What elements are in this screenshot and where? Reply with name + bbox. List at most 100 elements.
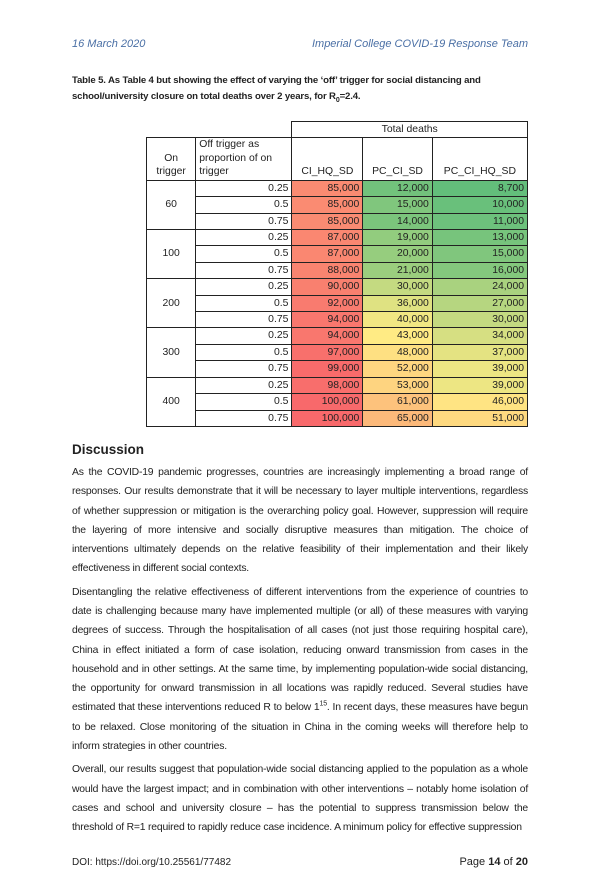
col-header-off-trigger: Off trigger as proportion of on trigger (195, 137, 293, 181)
deaths-cell: 65,000 (362, 409, 433, 427)
deaths-cell: 53,000 (362, 376, 433, 395)
deaths-cell: 12,000 (362, 179, 433, 198)
page-total: 20 (515, 855, 528, 868)
off-trigger-cell: 0.75 (195, 409, 293, 427)
deaths-cell: 15,000 (362, 196, 433, 214)
footer-page-number: Page 14 of 20 (459, 856, 528, 868)
page-label: Page (459, 855, 489, 868)
deaths-cell: 40,000 (362, 311, 433, 329)
page-header: 16 March 2020 Imperial College COVID-19 … (72, 37, 528, 51)
deaths-cell: 85,000 (291, 179, 364, 198)
deaths-cell: 39,000 (431, 360, 529, 378)
column-header-row: On trigger Off trigger as proportion of … (145, 137, 529, 181)
deaths-cell: 39,000 (431, 376, 529, 395)
table-row: 0.75 100,000 65,000 51,000 (147, 409, 529, 427)
table-row: 200 0.25 90,000 30,000 24,000 (145, 278, 529, 329)
table-row: 300 0.25 94,000 43,000 34,000 (145, 327, 529, 378)
deaths-cell: 43,000 (362, 327, 433, 345)
deaths-cell: 48,000 (362, 343, 433, 362)
off-trigger-cell: 0.25 (195, 376, 293, 395)
table-row: 0.5 100,000 61,000 46,000 (147, 393, 529, 411)
deaths-cell: 10,000 (431, 196, 529, 214)
on-trigger-cell: 60 (145, 179, 197, 231)
paragraph-3: Overall, our results suggest that popula… (72, 764, 528, 834)
col-header-pc-ci-hq-sd: PC_CI_HQ_SD (431, 137, 529, 181)
on-trigger-cell: 100 (145, 229, 197, 280)
deaths-cell: 100,000 (291, 393, 364, 411)
off-trigger-cell: 0.5 (195, 245, 293, 263)
off-trigger-cell: 0.5 (195, 343, 293, 362)
deaths-cell: 46,000 (431, 393, 529, 411)
header-date: 16 March 2020 (72, 38, 146, 50)
off-trigger-cell: 0.75 (195, 261, 293, 280)
deaths-cell: 94,000 (291, 311, 364, 329)
deaths-cell: 87,000 (291, 245, 364, 263)
table-row: 0.75 99,000 52,000 39,000 (147, 360, 529, 378)
page-footer: DOI: https://doi.org/10.25561/77482 Page… (72, 842, 528, 868)
table-row: 0.5 97,000 48,000 37,000 (147, 343, 529, 362)
deaths-cell: 51,000 (431, 409, 529, 427)
deaths-cell: 27,000 (431, 294, 529, 313)
deaths-cell: 24,000 (431, 278, 529, 296)
footer-doi: DOI: https://doi.org/10.25561/77482 (72, 856, 231, 868)
page-current: 14 (488, 855, 501, 868)
deaths-cell: 97,000 (291, 343, 364, 362)
deaths-cell: 16,000 (431, 261, 529, 280)
table-row: 0.75 88,000 21,000 16,000 (147, 261, 529, 280)
deaths-cell: 90,000 (291, 278, 364, 296)
off-trigger-cell: 0.5 (195, 393, 293, 411)
paragraph-2: Disentangling the relative effectiveness… (72, 583, 528, 757)
table-row: 60 0.25 85,000 12,000 8,700 (145, 179, 529, 231)
deaths-cell: 52,000 (362, 360, 433, 378)
table-row: 0.5 85,000 15,000 10,000 (147, 196, 529, 214)
deaths-cell: 34,000 (431, 327, 529, 345)
table-row: 0.5 87,000 20,000 15,000 (147, 245, 529, 263)
table-caption: Table 5. As Table 4 but showing the effe… (72, 73, 528, 109)
on-trigger-cell: 400 (145, 376, 197, 427)
off-trigger-cell: 0.75 (195, 360, 293, 378)
group-header: Total deaths (291, 120, 528, 139)
deaths-cell: 30,000 (362, 278, 433, 296)
deaths-cell: 87,000 (291, 229, 364, 247)
deaths-cell: 13,000 (431, 229, 529, 247)
deaths-cell: 98,000 (291, 376, 364, 395)
off-trigger-cell: 0.25 (195, 179, 293, 198)
table-row: 0.75 94,000 40,000 30,000 (147, 311, 529, 329)
table-row: 0.75 85,000 14,000 11,000 (147, 212, 529, 231)
off-trigger-cell: 0.25 (195, 327, 293, 345)
deaths-cell: 99,000 (291, 360, 364, 378)
deaths-cell: 19,000 (362, 229, 433, 247)
caption-text-end: =2.4. (339, 91, 361, 102)
deaths-cell: 14,000 (362, 212, 433, 231)
paragraph-2-text-end: . In recent days, these measures have be… (72, 702, 529, 753)
discussion-heading: Discussion (72, 441, 145, 457)
table-row: 400 0.25 98,000 53,000 39,000 (145, 376, 529, 427)
deaths-cell: 30,000 (431, 311, 529, 329)
off-trigger-cell: 0.5 (195, 294, 293, 313)
deaths-cell: 85,000 (291, 196, 364, 214)
off-trigger-cell: 0.25 (195, 278, 293, 296)
deaths-cell: 85,000 (291, 212, 364, 231)
off-trigger-cell: 0.75 (195, 212, 293, 231)
page-of: of (500, 855, 516, 868)
on-trigger-cell: 200 (145, 278, 197, 329)
caption-text: Table 5. As Table 4 but showing the effe… (72, 75, 481, 102)
paragraph-1: As the COVID-19 pandemic progresses, cou… (72, 466, 528, 575)
deaths-cell: 61,000 (362, 393, 433, 411)
on-trigger-cell: 300 (145, 327, 197, 378)
deaths-cell: 20,000 (362, 245, 433, 263)
total-deaths-table: Total deaths On trigger Off trigger as p… (145, 120, 529, 427)
group-header-row: Total deaths (147, 120, 528, 139)
off-trigger-cell: 0.5 (195, 196, 293, 214)
deaths-cell: 100,000 (291, 409, 364, 427)
paragraph-2-text: Disentangling the relative effectiveness… (72, 586, 528, 714)
deaths-cell: 92,000 (291, 294, 364, 313)
header-team: Imperial College COVID-19 Response Team (311, 38, 528, 50)
deaths-cell: 21,000 (362, 261, 433, 280)
deaths-cell: 36,000 (362, 294, 433, 313)
deaths-cell: 8,700 (431, 179, 529, 198)
table-row: 100 0.25 87,000 19,000 13,000 (145, 229, 529, 280)
reference-15[interactable]: 15 (319, 701, 328, 708)
caption-subscript: 0 (335, 96, 340, 104)
col-header-pc-ci-sd: PC_CI_SD (362, 137, 433, 181)
